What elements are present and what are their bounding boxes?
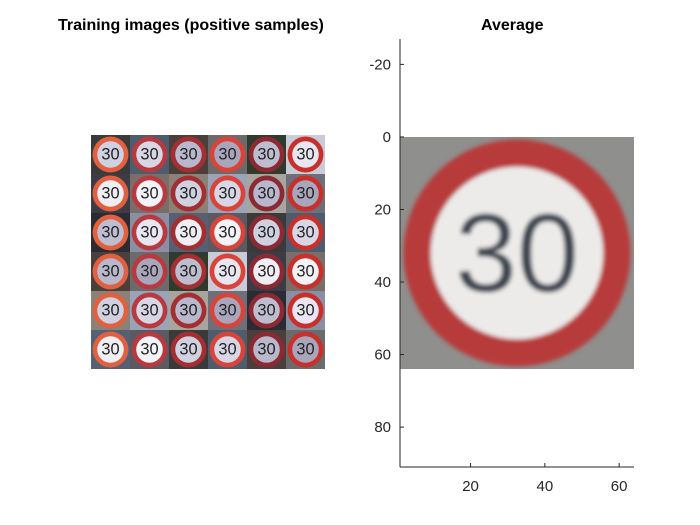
training-thumbnail: 30: [247, 291, 287, 331]
y-ticks: -20 0 20 40 60 80: [369, 56, 404, 436]
thumbnail-label: 30: [296, 341, 314, 359]
y-tick-label: -20: [369, 56, 391, 73]
thumbnail-label: 30: [218, 263, 236, 281]
thumbnail-label: 30: [218, 224, 236, 242]
training-montage: 30 30 30 30 30 30 30 30 30 30 30 30 30 30 30 30 30 30 30 30…: [91, 135, 325, 369]
training-thumbnail: 30: [208, 174, 248, 214]
thumbnail-label: 30: [101, 302, 119, 320]
training-thumbnail: 30: [208, 291, 248, 331]
training-thumbnail: 30: [130, 174, 170, 214]
training-thumbnail: 30: [169, 213, 209, 253]
thumbnail-label: 30: [257, 146, 275, 164]
thumbnail-label: 30: [140, 224, 158, 242]
thumbnail-label: 30: [140, 341, 158, 359]
training-thumbnail: 30: [286, 291, 325, 331]
training-thumbnail: 30: [247, 330, 287, 369]
y-tick-label: 20: [374, 201, 391, 218]
montage-title: Training images (positive samples): [58, 17, 324, 34]
thumbnail-label: 30: [179, 341, 197, 359]
training-thumbnail: 30: [91, 213, 131, 253]
thumbnail-label: 30: [179, 263, 197, 281]
thumbnail-label: 30: [179, 146, 197, 164]
thumbnail-label: 30: [140, 302, 158, 320]
thumbnail-label: 30: [101, 224, 119, 242]
sign-face: [430, 166, 604, 340]
training-thumbnail: 30: [286, 135, 325, 175]
y-tick-label: 60: [374, 347, 391, 364]
training-thumbnail: 30: [247, 252, 287, 292]
thumbnail-label: 30: [101, 341, 119, 359]
training-thumbnail: 30: [208, 330, 248, 369]
training-thumbnail: 30: [286, 252, 325, 292]
training-thumbnail: 30: [286, 330, 325, 369]
training-thumbnail: 30: [208, 213, 248, 253]
thumbnail-label: 30: [218, 341, 236, 359]
thumbnail-label: 30: [101, 263, 119, 281]
average-image: 30: [400, 136, 634, 370]
training-thumbnail: 30: [169, 135, 209, 175]
average-sign-label: 30: [455, 191, 579, 316]
training-thumbnail: 30: [208, 135, 248, 175]
thumbnail-label: 30: [257, 185, 275, 203]
x-ticks: 20 40 60: [462, 463, 627, 495]
training-thumbnail: 30: [169, 291, 209, 331]
thumbnail-label: 30: [101, 185, 119, 203]
thumbnail-label: 30: [218, 302, 236, 320]
thumbnail-label: 30: [140, 263, 158, 281]
training-thumbnail: 30: [247, 213, 287, 253]
training-thumbnail: 30: [169, 330, 209, 369]
thumbnail-label: 30: [257, 224, 275, 242]
thumbnail-label: 30: [296, 302, 314, 320]
x-tick-label: 60: [611, 478, 628, 495]
training-thumbnail: 30: [130, 252, 170, 292]
thumbnail-label: 30: [257, 341, 275, 359]
x-tick-label: 20: [462, 478, 479, 495]
thumbnail-label: 30: [140, 146, 158, 164]
training-thumbnail: 30: [286, 174, 325, 214]
training-thumbnail: 30: [91, 135, 131, 175]
training-thumbnail: 30: [169, 252, 209, 292]
x-tick-label: 40: [537, 478, 554, 495]
average-title: Average: [481, 17, 544, 34]
training-thumbnail: 30: [91, 252, 131, 292]
training-thumbnail: 30: [130, 291, 170, 331]
thumbnail-label: 30: [296, 185, 314, 203]
training-thumbnail: 30: [169, 174, 209, 214]
thumbnail-label: 30: [101, 146, 119, 164]
thumbnail-label: 30: [218, 185, 236, 203]
thumbnail-label: 30: [257, 263, 275, 281]
thumbnail-label: 30: [257, 302, 275, 320]
training-thumbnail: 30: [286, 213, 325, 253]
thumbnail-label: 30: [179, 185, 197, 203]
thumbnail-label: 30: [179, 302, 197, 320]
training-thumbnail: 30: [91, 291, 131, 331]
training-thumbnail: 30: [130, 330, 170, 369]
training-thumbnail: 30: [247, 174, 287, 214]
thumbnail-label: 30: [296, 146, 314, 164]
training-thumbnail: 30: [130, 135, 170, 175]
y-tick-label: 0: [383, 129, 391, 146]
y-tick-label: 40: [374, 274, 391, 291]
training-thumbnail: 30: [247, 135, 287, 175]
training-thumbnail: 30: [91, 174, 131, 214]
thumbnail-label: 30: [179, 224, 197, 242]
thumbnail-label: 30: [218, 146, 236, 164]
training-thumbnail: 30: [91, 330, 131, 369]
training-thumbnail: 30: [208, 252, 248, 292]
thumbnail-label: 30: [296, 263, 314, 281]
thumbnail-label: 30: [296, 224, 314, 242]
training-thumbnail: 30: [130, 213, 170, 253]
axis-lines: [399, 39, 634, 468]
thumbnail-label: 30: [140, 185, 158, 203]
y-tick-label: 80: [374, 419, 391, 436]
